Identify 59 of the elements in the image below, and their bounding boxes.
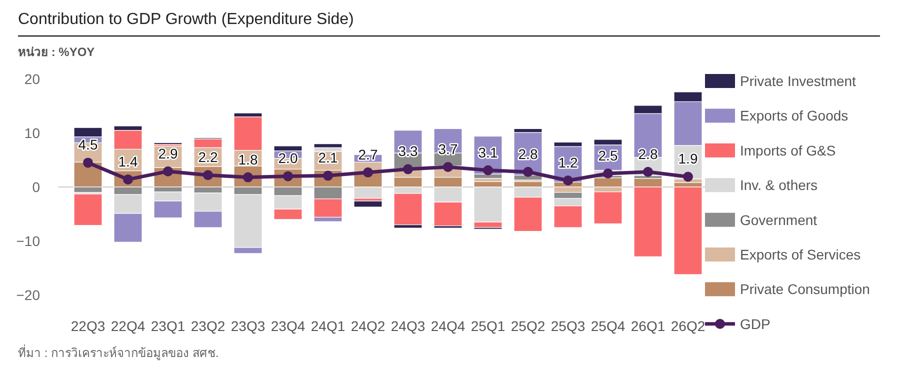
legend-label: Exports of Services	[740, 246, 861, 262]
y-tick-label: 0	[32, 179, 40, 195]
legend-label: Private Investment	[740, 73, 856, 89]
point	[483, 165, 493, 176]
data-label: 3.7	[438, 141, 458, 158]
x-tick-label: 22Q4	[110, 318, 146, 334]
point	[83, 158, 93, 168]
point	[523, 166, 533, 177]
point	[363, 167, 373, 178]
point	[563, 176, 573, 186]
legend-label: Private Consumption	[740, 281, 870, 298]
text: ที่มา : การวิเคราะห์จากข้อมูลของ สศช.	[18, 344, 219, 361]
legend-label: Government	[740, 212, 818, 228]
legend-label: Imports of G&S	[740, 142, 836, 158]
y-tick-label: 20	[24, 71, 40, 87]
y-tick-label: 10	[24, 125, 40, 141]
x-tick-label: 22Q3	[70, 318, 106, 334]
x-tick-label: 24Q2	[350, 318, 386, 334]
x-tick-label: 24Q3	[390, 318, 426, 334]
data-label: 2.2	[198, 149, 218, 166]
y-axis-title: หน่วย : %YOY	[18, 45, 95, 59]
legend-label: Inv. & others	[740, 177, 818, 194]
x-tick-label: 26Q1	[630, 318, 666, 334]
point	[403, 164, 413, 174]
x-tick-label: 25Q4	[590, 318, 626, 334]
data-label: 2.5	[598, 148, 618, 164]
x-tick-label: 26Q2	[670, 318, 706, 334]
data-label: 1.8	[238, 151, 258, 168]
point	[603, 168, 613, 178]
chart-title: Contribution to GDP Growth (Expenditure Side)	[18, 11, 354, 28]
data-label: 2.9	[158, 145, 178, 162]
legend-label: GDP	[740, 316, 770, 332]
data-label: 2.1	[318, 150, 338, 166]
y-tick-label: −20	[16, 287, 40, 303]
x-tick-label: 23Q2	[190, 318, 226, 334]
bar	[314, 144, 342, 148]
bar	[354, 200, 382, 208]
point	[683, 172, 693, 182]
data-label: 2.7	[358, 146, 378, 162]
data-label: 1.4	[118, 153, 138, 170]
data-label: 4.5	[78, 136, 98, 153]
x-tick-label: 25Q1	[470, 318, 506, 334]
legend-label: Exports of Goods	[740, 108, 848, 124]
data-label: 2.8	[518, 146, 538, 162]
bar	[674, 186, 702, 275]
data-label: 3.3	[398, 143, 418, 160]
x-tick-label: 23Q3	[230, 318, 266, 334]
x-tick-label: 23Q4	[270, 318, 306, 334]
x-tick-label: 25Q3	[550, 318, 586, 334]
data-label: 1.9	[678, 150, 698, 167]
y-tick-label: −10	[16, 233, 40, 249]
x-tick-label: 24Q1	[310, 318, 346, 334]
data-label: 2.0	[278, 150, 298, 166]
point	[163, 166, 173, 176]
x-tick-label: 25Q2	[510, 318, 546, 334]
x-tick-label: 23Q1	[150, 318, 186, 334]
data-label: 3.1	[478, 144, 498, 160]
data-label: 1.2	[558, 154, 578, 171]
x-tick-label: 24Q4	[430, 318, 466, 334]
